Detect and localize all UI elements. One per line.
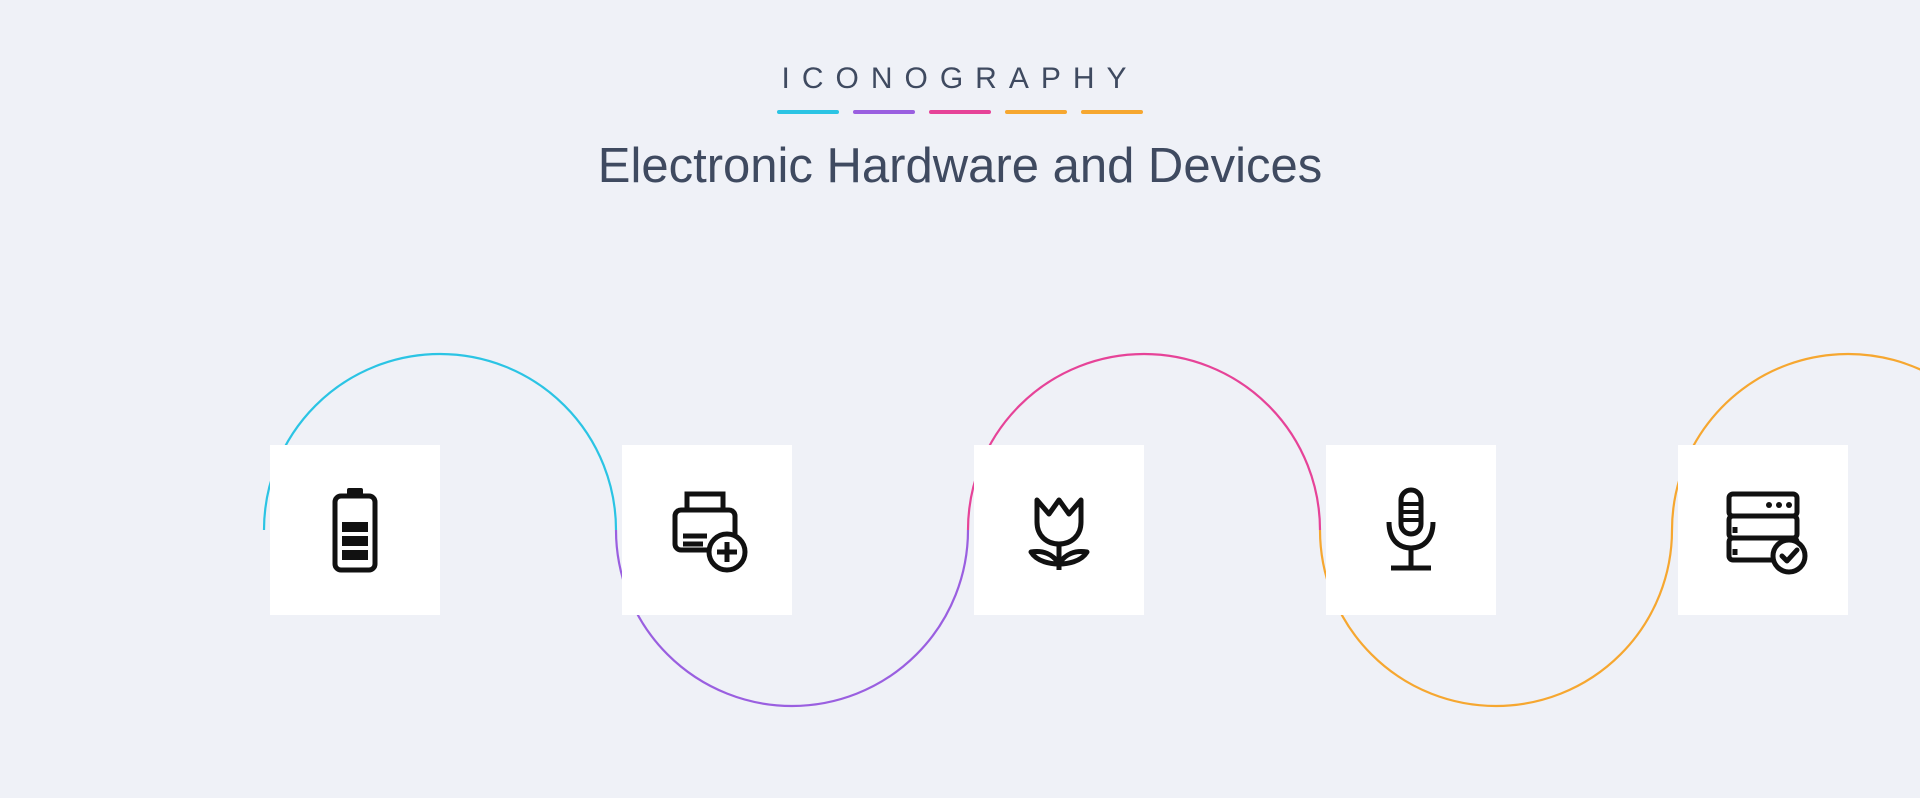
server-check-icon <box>1713 480 1813 580</box>
microphone-icon <box>1361 480 1461 580</box>
icon-card <box>974 445 1144 615</box>
icon-card <box>1678 445 1848 615</box>
printer-add-icon <box>657 480 757 580</box>
battery-icon <box>305 480 405 580</box>
icon-card <box>1326 445 1496 615</box>
icon-stage <box>0 0 1920 798</box>
icon-card <box>622 445 792 615</box>
icon-card <box>270 445 440 615</box>
tulip-icon <box>1009 480 1109 580</box>
